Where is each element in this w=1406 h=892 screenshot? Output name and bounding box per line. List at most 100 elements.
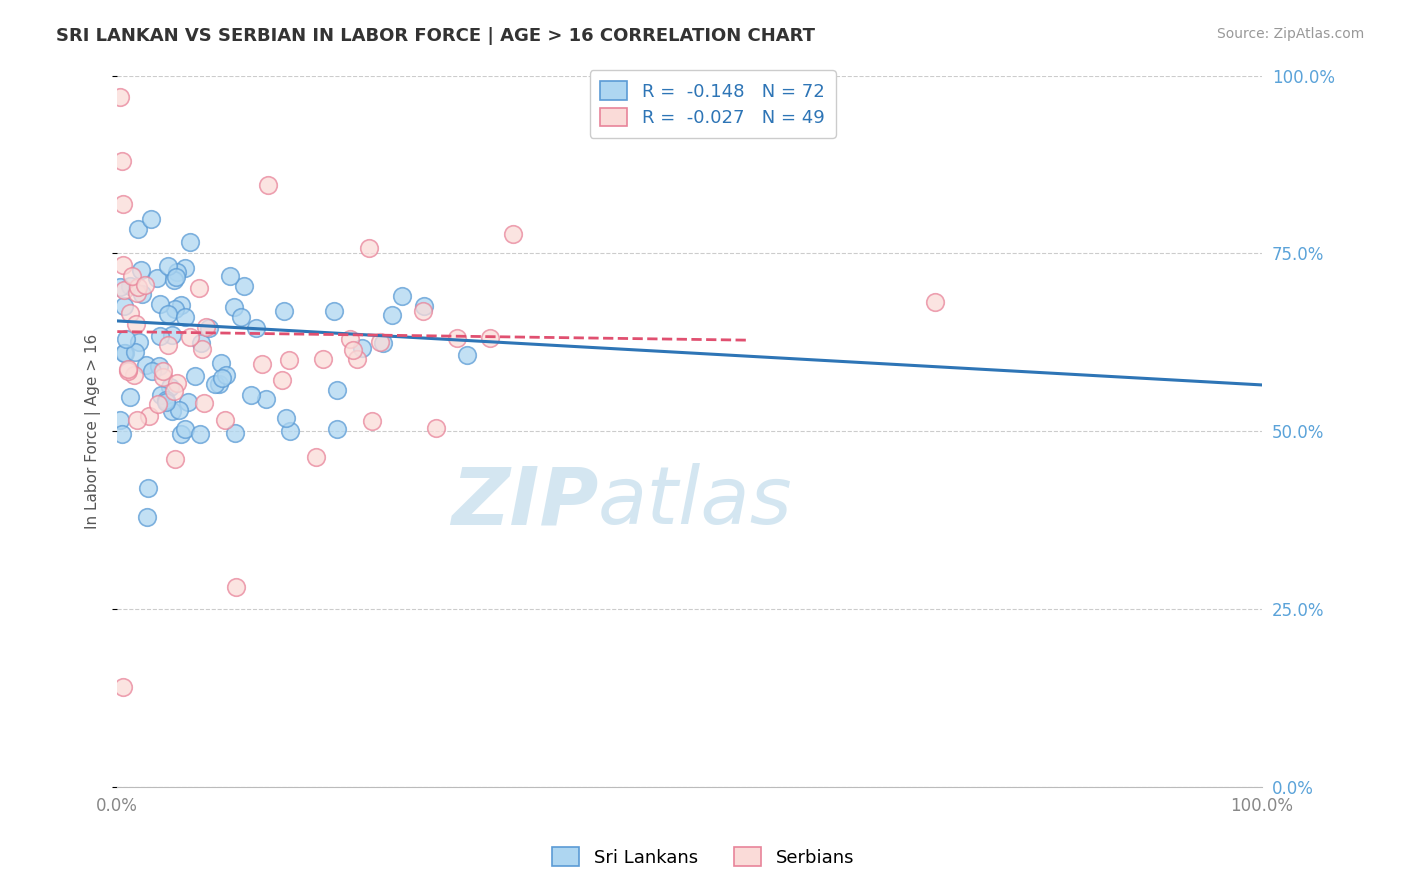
Point <box>179 235 201 249</box>
Point <box>245 320 267 334</box>
Point <box>456 348 478 362</box>
Point <box>207 376 229 391</box>
Point <box>115 332 138 346</box>
Point <box>139 212 162 227</box>
Point <box>124 345 146 359</box>
Point <box>167 403 190 417</box>
Point <box>304 450 326 464</box>
Point <box>135 509 157 524</box>
Point <box>162 273 184 287</box>
Point <box>138 481 160 495</box>
Point <box>134 278 156 293</box>
Point <box>120 279 142 293</box>
Point <box>211 371 233 385</box>
Point <box>159 380 181 394</box>
Point <box>357 241 380 255</box>
Point <box>163 301 186 316</box>
Point <box>346 351 368 366</box>
Point <box>111 426 134 441</box>
Point <box>478 330 501 344</box>
Point <box>391 289 413 303</box>
Point <box>222 300 245 314</box>
Point <box>219 268 242 283</box>
Point <box>371 336 394 351</box>
Point <box>155 395 177 409</box>
Point <box>446 331 468 345</box>
Point <box>224 580 246 594</box>
Point <box>326 422 349 436</box>
Point <box>198 321 221 335</box>
Point <box>174 260 197 275</box>
Point <box>163 384 186 398</box>
Point <box>177 395 200 409</box>
Point <box>149 329 172 343</box>
Point <box>233 278 256 293</box>
Point <box>162 328 184 343</box>
Point <box>194 319 217 334</box>
Point <box>209 356 232 370</box>
Point <box>127 279 149 293</box>
Point <box>121 268 143 283</box>
Point <box>146 396 169 410</box>
Point <box>131 286 153 301</box>
Point <box>204 377 226 392</box>
Point <box>502 227 524 241</box>
Point <box>108 279 131 293</box>
Point <box>215 368 238 383</box>
Point <box>187 281 209 295</box>
Point <box>166 265 188 279</box>
Point <box>256 178 278 192</box>
Point <box>141 364 163 378</box>
Point <box>114 346 136 360</box>
Point <box>138 409 160 424</box>
Point <box>120 306 142 320</box>
Point <box>148 359 170 373</box>
Point <box>111 153 134 168</box>
Text: ZIP: ZIP <box>451 463 598 541</box>
Point <box>127 222 149 236</box>
Point <box>342 343 364 357</box>
Point <box>278 352 301 367</box>
Point <box>165 270 187 285</box>
Y-axis label: In Labor Force | Age > 16: In Labor Force | Age > 16 <box>86 334 101 529</box>
Point <box>174 422 197 436</box>
Point <box>413 299 436 313</box>
Point <box>111 680 134 694</box>
Point <box>274 410 297 425</box>
Point <box>193 396 215 410</box>
Point <box>125 317 148 331</box>
Point <box>254 392 277 406</box>
Point <box>214 413 236 427</box>
Point <box>312 352 335 367</box>
Point <box>326 383 349 397</box>
Point <box>155 392 177 407</box>
Point <box>229 310 252 324</box>
Point <box>412 304 434 318</box>
Point <box>924 294 946 309</box>
Point <box>150 388 173 402</box>
Point <box>128 334 150 349</box>
Point <box>108 413 131 427</box>
Point <box>112 299 135 313</box>
Point <box>271 372 294 386</box>
Point <box>323 304 346 318</box>
Point <box>127 285 149 300</box>
Point <box>129 262 152 277</box>
Text: atlas: atlas <box>598 463 793 541</box>
Point <box>165 452 187 467</box>
Point <box>157 338 180 352</box>
Point <box>352 342 374 356</box>
Point <box>278 424 301 438</box>
Point <box>112 283 135 297</box>
Point <box>166 376 188 390</box>
Point <box>170 298 193 312</box>
Point <box>120 390 142 404</box>
Point <box>188 426 211 441</box>
Point <box>179 329 201 343</box>
Point <box>174 310 197 325</box>
Point <box>190 336 212 351</box>
Point <box>250 357 273 371</box>
Legend: R =  -0.148   N = 72, R =  -0.027   N = 49: R = -0.148 N = 72, R = -0.027 N = 49 <box>589 70 835 138</box>
Point <box>149 297 172 311</box>
Point <box>156 307 179 321</box>
